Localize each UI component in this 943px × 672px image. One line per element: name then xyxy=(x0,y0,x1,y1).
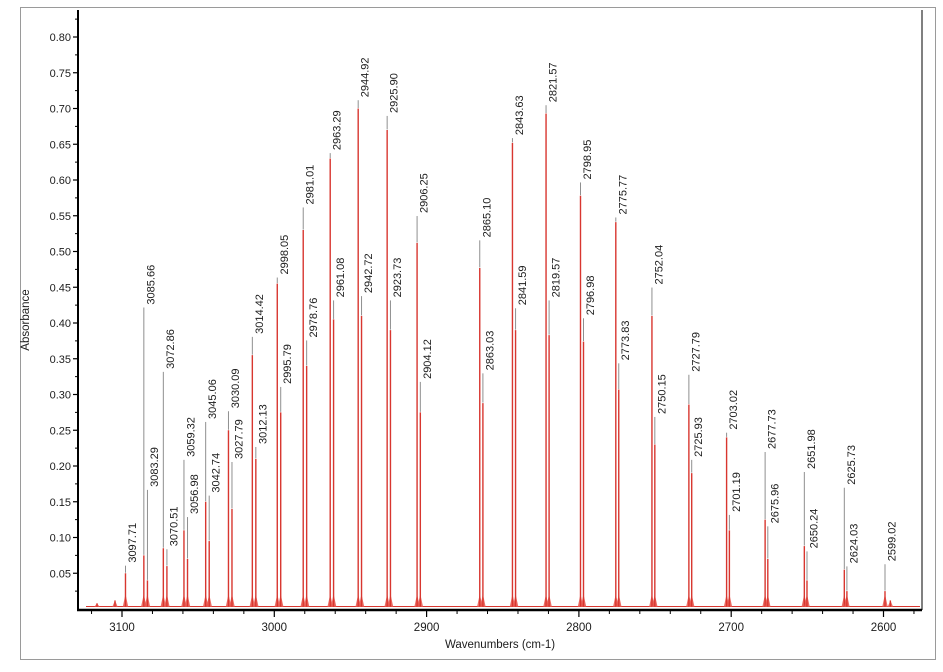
axis-tick-labels: 0.05 0.10 0.15 0.20 0.25 0.30 0.35 0.40 0.45 0.50… xyxy=(50,32,897,634)
peak-label: 2796.98 xyxy=(585,276,597,316)
peak-label: 2625.73 xyxy=(846,445,858,485)
peak-label: 2995.79 xyxy=(282,344,294,384)
peak-label: 3056.98 xyxy=(189,474,201,514)
y-tick-label: 0.45 xyxy=(50,282,71,294)
peak-label: 2650.24 xyxy=(808,509,820,549)
peak-label: 2923.73 xyxy=(392,258,404,298)
chart-frame xyxy=(20,7,936,660)
peak-leader-lines xyxy=(124,100,886,591)
y-tick-label: 0.50 xyxy=(50,247,71,259)
peak-label: 3085.66 xyxy=(145,265,157,305)
peak-label: 2750.15 xyxy=(656,374,668,414)
peak-label: 2703.02 xyxy=(728,390,740,430)
y-tick-label: 0.70 xyxy=(50,104,71,116)
peak-label: 3014.42 xyxy=(254,294,266,334)
peak-label: 2925.90 xyxy=(389,73,401,113)
peak-label: 3027.79 xyxy=(233,419,245,459)
x-tick-label: 2900 xyxy=(414,622,440,634)
peak-label: 2675.96 xyxy=(769,484,781,524)
y-tick-label: 0.75 xyxy=(50,68,71,80)
y-tick-label: 0.20 xyxy=(50,461,71,473)
x-tick-label: 2700 xyxy=(718,622,744,634)
peak-label: 3045.06 xyxy=(207,379,219,419)
y-tick-label: 0.60 xyxy=(50,175,71,187)
peak-label: 2961.08 xyxy=(335,258,347,298)
y-tick-label: 0.65 xyxy=(50,139,71,151)
peak-label: 2725.93 xyxy=(693,417,705,457)
y-tick-label: 0.35 xyxy=(50,354,71,366)
y-tick-label: 0.15 xyxy=(50,497,71,509)
peak-label: 3059.32 xyxy=(185,417,197,457)
peak-label: 2841.59 xyxy=(517,266,529,306)
peak-label: 2821.57 xyxy=(548,62,560,102)
peak-label: 2773.83 xyxy=(620,321,632,361)
peak-label: 2865.10 xyxy=(481,198,493,238)
peak-label: 2906.25 xyxy=(419,173,431,213)
y-tick-label: 0.40 xyxy=(50,318,71,330)
y-axis-title: Absorbance xyxy=(20,289,32,350)
axes xyxy=(77,10,923,612)
axis-ticks xyxy=(73,18,915,617)
y-tick-label: 0.25 xyxy=(50,425,71,437)
peak-label: 2819.57 xyxy=(551,258,563,298)
peak-label: 2727.79 xyxy=(690,332,702,372)
peak-label: 2863.03 xyxy=(484,331,496,371)
x-axis-title: Wavenumbers (cm-1) xyxy=(445,639,555,651)
y-tick-label: 0.10 xyxy=(50,533,71,545)
peak-label: 2843.63 xyxy=(514,95,526,135)
peak-label: 2998.05 xyxy=(279,235,291,275)
peak-label: 3072.86 xyxy=(165,329,177,369)
peak-labels: 3097.71 3085.66 3083.29 3072.86 3070.51 3059.… xyxy=(127,57,899,563)
peak-label: 3030.09 xyxy=(230,368,242,408)
y-tick-label: 0.80 xyxy=(50,32,71,44)
peak-label: 2701.19 xyxy=(731,472,743,512)
peak-label: 2798.95 xyxy=(582,140,594,180)
y-tick-label: 0.55 xyxy=(50,211,71,223)
peak-label: 2677.73 xyxy=(767,409,779,449)
y-tick-label: 0.05 xyxy=(50,568,71,580)
peak-label: 2904.12 xyxy=(422,339,434,379)
peak-label: 3042.74 xyxy=(211,453,223,493)
x-tick-label: 2600 xyxy=(871,622,897,634)
peak-label: 3097.71 xyxy=(127,523,139,563)
peak-label: 2942.72 xyxy=(363,253,375,293)
y-tick-label: 0.30 xyxy=(50,390,71,402)
peak-label: 2752.04 xyxy=(653,245,665,285)
peak-label: 2981.01 xyxy=(305,165,317,205)
peak-label: 3083.29 xyxy=(149,447,161,487)
spectrum-peaks xyxy=(94,108,894,607)
peak-label: 3070.51 xyxy=(168,506,180,546)
peak-label: 2978.76 xyxy=(308,298,320,338)
peak-label: 2624.03 xyxy=(848,524,860,564)
peak-label: 2775.77 xyxy=(617,175,629,215)
peak-label: 2944.92 xyxy=(360,57,372,97)
peak-label: 2651.98 xyxy=(806,429,818,469)
peak-label: 3012.13 xyxy=(257,404,269,444)
x-tick-label: 3000 xyxy=(262,622,288,634)
x-tick-label: 3100 xyxy=(109,622,135,634)
peak-label: 2599.02 xyxy=(886,521,898,561)
x-tick-label: 2800 xyxy=(566,622,592,634)
peak-label: 2963.29 xyxy=(332,110,344,150)
